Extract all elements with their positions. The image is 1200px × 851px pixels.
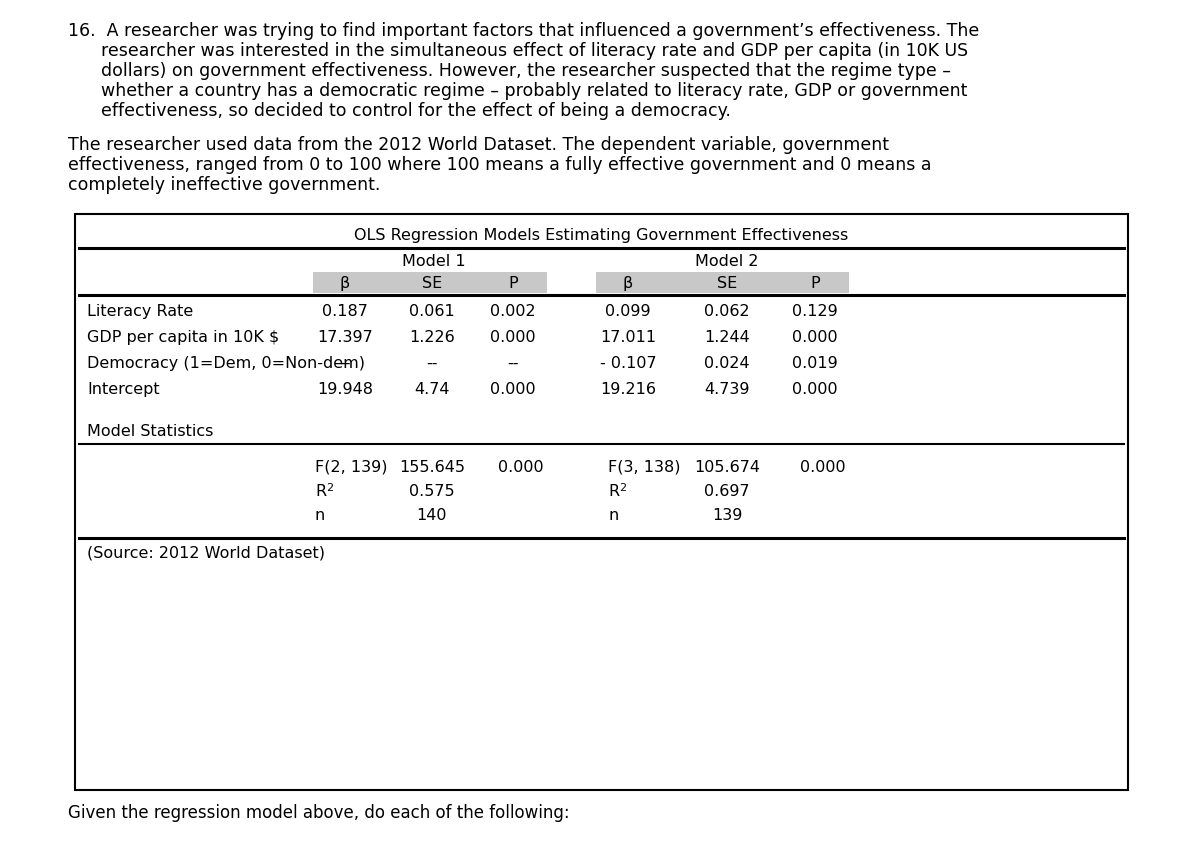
Text: researcher was interested in the simultaneous effect of literacy rate and GDP pe: researcher was interested in the simulta…: [68, 42, 968, 60]
Text: 0.000: 0.000: [498, 460, 544, 475]
Text: completely ineffective government.: completely ineffective government.: [68, 176, 380, 194]
Text: whether a country has a democratic regime – probably related to literacy rate, G: whether a country has a democratic regim…: [68, 82, 967, 100]
Text: P: P: [810, 276, 820, 291]
Text: effectiveness, ranged from 0 to 100 where 100 means a fully effective government: effectiveness, ranged from 0 to 100 wher…: [68, 156, 931, 174]
Text: 0.099: 0.099: [605, 304, 650, 319]
Text: 2: 2: [619, 483, 626, 493]
Text: 105.674: 105.674: [694, 460, 760, 475]
Text: 139: 139: [712, 508, 742, 523]
Text: --: --: [508, 356, 518, 371]
Text: 0.000: 0.000: [490, 330, 536, 345]
Text: dollars) on government effectiveness. However, the researcher suspected that the: dollars) on government effectiveness. Ho…: [68, 62, 952, 80]
Text: β: β: [340, 276, 350, 291]
Text: 17.397: 17.397: [317, 330, 373, 345]
Text: R: R: [314, 484, 326, 499]
Text: R: R: [608, 484, 619, 499]
Text: 0.575: 0.575: [409, 484, 455, 499]
Text: --: --: [426, 356, 438, 371]
Text: --: --: [340, 356, 350, 371]
Text: 4.74: 4.74: [414, 382, 450, 397]
Text: 0.061: 0.061: [409, 304, 455, 319]
Text: 0.062: 0.062: [704, 304, 750, 319]
Text: 2: 2: [326, 483, 334, 493]
Text: GDP per capita in 10K $: GDP per capita in 10K $: [88, 330, 280, 345]
Text: F(3, 138): F(3, 138): [608, 460, 680, 475]
Text: effectiveness, so decided to control for the effect of being a democracy.: effectiveness, so decided to control for…: [68, 102, 731, 120]
Text: Model 2: Model 2: [695, 254, 758, 269]
Text: 0.019: 0.019: [792, 356, 838, 371]
Text: Model Statistics: Model Statistics: [88, 424, 214, 439]
Text: 1.226: 1.226: [409, 330, 455, 345]
Text: 1.244: 1.244: [704, 330, 750, 345]
Text: 0.024: 0.024: [704, 356, 750, 371]
Bar: [313, 272, 547, 293]
Text: Given the regression model above, do each of the following:: Given the regression model above, do eac…: [68, 804, 570, 822]
Text: Democracy (1=Dem, 0=Non-dem): Democracy (1=Dem, 0=Non-dem): [88, 356, 365, 371]
Text: 155.645: 155.645: [398, 460, 466, 475]
Text: OLS Regression Models Estimating Government Effectiveness: OLS Regression Models Estimating Governm…: [354, 228, 848, 243]
Text: - 0.107: - 0.107: [600, 356, 656, 371]
Text: 0.002: 0.002: [490, 304, 536, 319]
Text: F(2, 139): F(2, 139): [314, 460, 388, 475]
Text: 0.000: 0.000: [800, 460, 846, 475]
Text: β: β: [623, 276, 634, 291]
Text: Literacy Rate: Literacy Rate: [88, 304, 193, 319]
Text: 0.129: 0.129: [792, 304, 838, 319]
Bar: [596, 272, 850, 293]
Text: 140: 140: [416, 508, 448, 523]
Text: Intercept: Intercept: [88, 382, 160, 397]
Text: P: P: [508, 276, 518, 291]
Text: 16.  A researcher was trying to find important factors that influenced a governm: 16. A researcher was trying to find impo…: [68, 22, 979, 40]
Text: 19.216: 19.216: [600, 382, 656, 397]
Text: 0.000: 0.000: [792, 382, 838, 397]
Text: 0.000: 0.000: [490, 382, 536, 397]
Text: n: n: [314, 508, 325, 523]
Text: 0.187: 0.187: [322, 304, 368, 319]
Text: The researcher used data from the 2012 World Dataset. The dependent variable, go: The researcher used data from the 2012 W…: [68, 136, 889, 154]
Bar: [74, 214, 1128, 790]
Text: 4.739: 4.739: [704, 382, 750, 397]
Text: Model 1: Model 1: [402, 254, 466, 269]
Text: SE: SE: [716, 276, 737, 291]
Text: 0.000: 0.000: [792, 330, 838, 345]
Text: 0.697: 0.697: [704, 484, 750, 499]
Text: SE: SE: [422, 276, 442, 291]
Text: (Source: 2012 World Dataset): (Source: 2012 World Dataset): [88, 545, 325, 560]
Text: 19.948: 19.948: [317, 382, 373, 397]
Text: n: n: [608, 508, 618, 523]
Text: 17.011: 17.011: [600, 330, 656, 345]
